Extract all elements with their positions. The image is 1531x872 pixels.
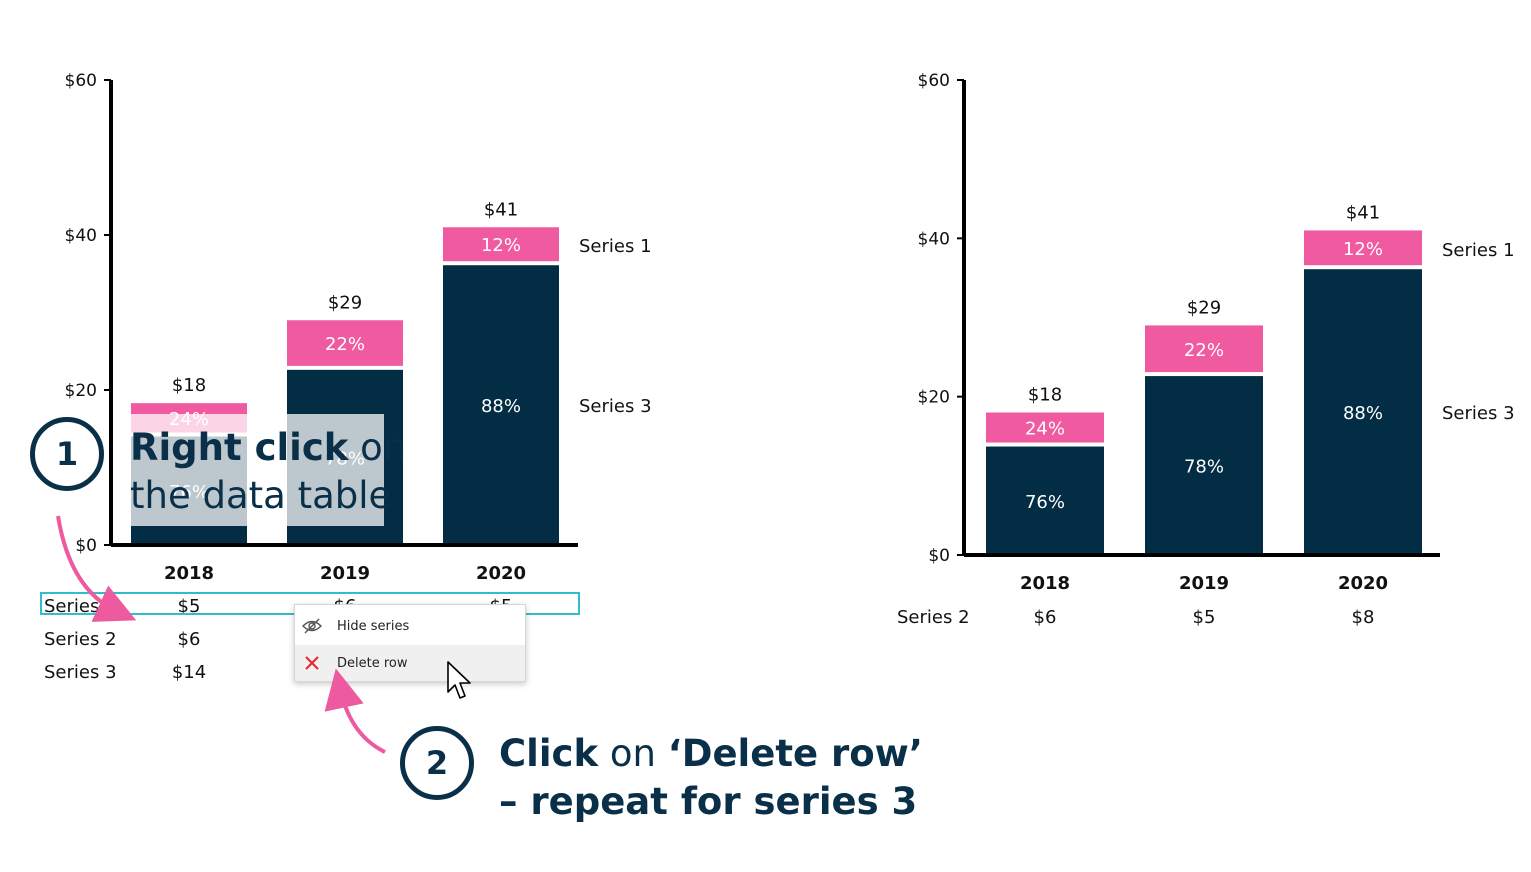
delete-row-label: Delete row <box>337 655 408 671</box>
data-label-series3: 88% <box>481 396 521 417</box>
category-label: 2018 <box>1020 573 1070 594</box>
legend-series3: Series 3 <box>579 396 652 417</box>
category-label: 2019 <box>320 563 370 584</box>
context-menu: Hide series Delete row <box>294 604 526 682</box>
y-tick-label: $60 <box>65 71 97 91</box>
mouse-cursor-icon <box>447 661 471 699</box>
y-tick-label: $20 <box>65 381 97 401</box>
step-1-number: 1 <box>55 435 79 473</box>
menu-item-delete-row[interactable]: Delete row <box>295 645 525 681</box>
data-label-series1: 22% <box>325 334 365 355</box>
callout-2-rest: on <box>598 732 668 775</box>
bar-series3 <box>986 446 1104 553</box>
table-cell: $6 <box>1034 607 1057 628</box>
total-label: $29 <box>328 292 362 313</box>
y-tick-label: $40 <box>65 226 97 246</box>
data-label-series3: 76% <box>1025 492 1065 513</box>
total-label: $29 <box>1187 297 1221 318</box>
callout-1-rest: on <box>348 426 407 469</box>
total-label: $41 <box>1346 202 1380 223</box>
category-label: 2020 <box>1338 573 1388 594</box>
bar-series3 <box>1145 376 1263 553</box>
step-1-circle: 1 <box>30 417 104 491</box>
data-label-series1: 24% <box>1025 419 1065 440</box>
table-row-label: Series 3 <box>44 662 117 683</box>
data-label-series1: 12% <box>481 235 521 256</box>
total-label: $41 <box>484 199 518 220</box>
table-cell: $6 <box>178 629 201 650</box>
y-tick-label: $60 <box>918 71 950 91</box>
table-cell: $8 <box>1352 607 1375 628</box>
callout-1-veil <box>128 414 384 526</box>
legend-series1: Series 1 <box>579 236 652 257</box>
delete-x-icon <box>301 652 323 674</box>
hide-series-label: Hide series <box>337 618 410 634</box>
table-row-label: Series 2 <box>44 629 117 650</box>
y-tick-label: $40 <box>918 229 950 249</box>
step-2-circle: 2 <box>400 726 474 800</box>
left-chart: $0$20$40$6076%24%$18201878%22%$29201988%… <box>44 71 652 683</box>
table-cell: $5 <box>1193 607 1216 628</box>
table-cell: $5 <box>178 596 201 617</box>
table-row-label: Series 2 <box>897 607 970 628</box>
y-tick-label: $0 <box>75 536 97 556</box>
bar-series3 <box>443 265 559 543</box>
category-label: 2020 <box>476 563 526 584</box>
data-label-series1: 12% <box>1343 239 1383 260</box>
bar-series1 <box>1145 325 1263 373</box>
callout-2-line2: – repeat for series 3 <box>499 780 918 823</box>
callout-1-bold: Right click <box>130 426 349 469</box>
callout-2-bold2: ‘Delete row’ <box>667 732 923 775</box>
callout-1-text: Right click on the data table <box>130 424 406 520</box>
category-label: 2018 <box>164 563 214 584</box>
data-label-series3: 78% <box>1184 457 1224 478</box>
data-label-series1: 22% <box>1184 340 1224 361</box>
callout-1-line2: the data table <box>130 474 392 517</box>
data-label-series3: 88% <box>1343 403 1383 424</box>
table-cell: $14 <box>172 662 206 683</box>
y-tick-label: $20 <box>918 388 950 408</box>
callout-2-bold1: Click <box>499 732 599 775</box>
bar-series1 <box>287 320 403 366</box>
callout-2-text: Click on ‘Delete row’ – repeat for serie… <box>499 730 923 826</box>
menu-item-hide-series[interactable]: Hide series <box>295 608 525 644</box>
category-label: 2019 <box>1179 573 1229 594</box>
step-2-number: 2 <box>425 744 449 782</box>
bar-series1 <box>986 412 1104 443</box>
bar-series1 <box>443 227 559 262</box>
y-tick-label: $0 <box>928 546 950 566</box>
legend-series1: Series 1 <box>1442 240 1515 261</box>
bar-series3 <box>1304 269 1422 553</box>
bar-series1 <box>1304 230 1422 266</box>
total-label: $18 <box>172 375 206 396</box>
eye-hidden-icon <box>301 615 323 637</box>
total-label: $18 <box>1028 385 1062 406</box>
legend-series3: Series 3 <box>1442 403 1515 424</box>
